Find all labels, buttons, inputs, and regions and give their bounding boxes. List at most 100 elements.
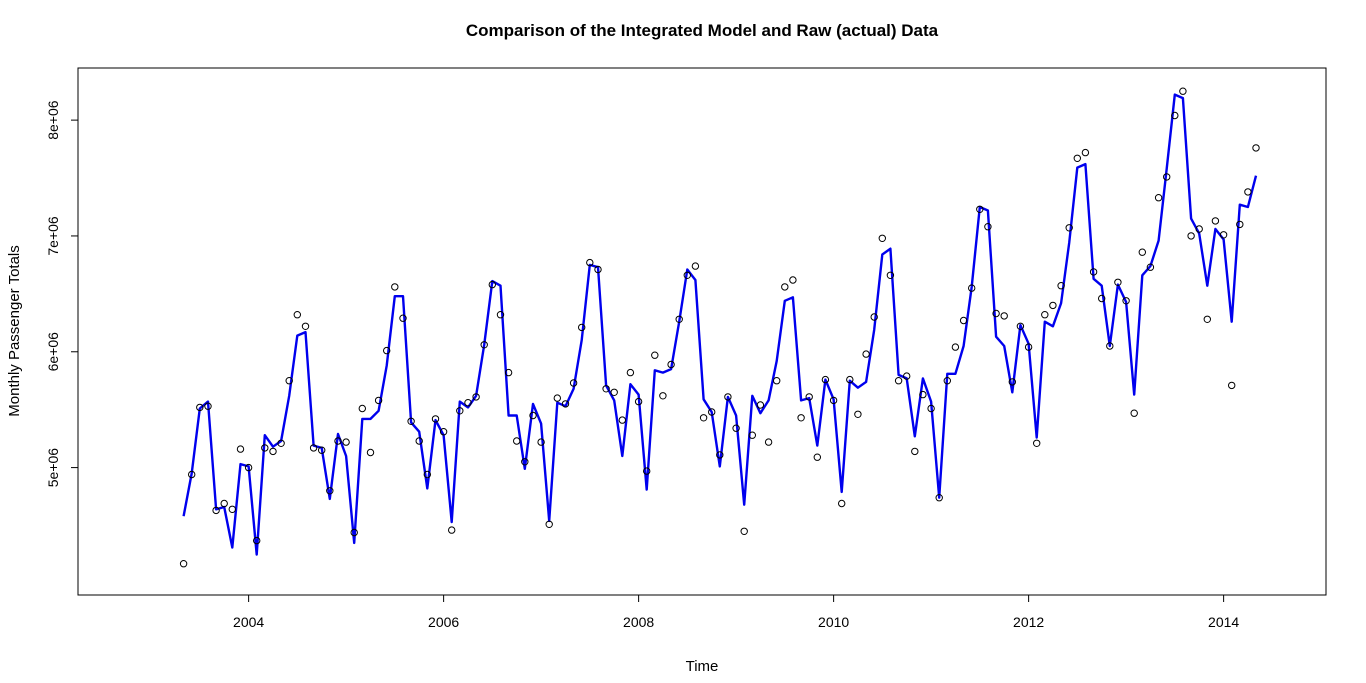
- actual-data-point: [334, 437, 342, 445]
- actual-data-point: [894, 377, 903, 385]
- actual-data-point: [724, 393, 732, 401]
- actual-data-point: [708, 408, 716, 416]
- actual-data-point: [569, 379, 578, 387]
- actual-data-point: [838, 499, 846, 508]
- actual-data-point: [1122, 297, 1130, 305]
- actual-points-series: [179, 87, 1260, 568]
- actual-data-point: [732, 424, 740, 432]
- actual-data-point: [1146, 263, 1155, 271]
- actual-data-point: [870, 313, 878, 321]
- x-tick-label: 2006: [428, 614, 459, 630]
- actual-data-point: [691, 262, 700, 270]
- actual-data-point: [561, 400, 570, 408]
- actual-data-point: [1203, 315, 1212, 323]
- actual-data-point: [829, 396, 838, 405]
- actual-data-point: [1171, 111, 1179, 120]
- actual-data-point: [179, 560, 188, 568]
- actual-data-point: [716, 451, 724, 459]
- actual-data-point: [586, 258, 594, 267]
- actual-data-point: [683, 271, 691, 279]
- actual-data-point: [188, 470, 196, 479]
- actual-data-point: [204, 402, 212, 410]
- actual-data-point: [1236, 220, 1244, 229]
- actual-data-point: [699, 414, 708, 422]
- actual-data-point: [513, 437, 521, 445]
- actual-data-point: [821, 375, 830, 384]
- actual-data-point: [488, 280, 496, 289]
- x-tick-label: 2014: [1208, 614, 1239, 630]
- actual-data-point: [464, 399, 472, 407]
- actual-data-point: [634, 397, 643, 406]
- actual-data-point: [212, 506, 220, 515]
- actual-data-point: [1195, 225, 1203, 233]
- actual-data-point: [1024, 343, 1033, 351]
- actual-data-point: [342, 438, 350, 446]
- actual-data-point: [439, 428, 448, 436]
- y-axis: 5e+06 6e+06 7e+06 8e+06: [45, 100, 78, 487]
- actual-data-point: [1057, 282, 1065, 290]
- actual-data-point: [1106, 342, 1114, 350]
- actual-data-point: [448, 526, 456, 534]
- actual-data-point: [618, 416, 626, 424]
- x-axis-label: Time: [686, 658, 719, 675]
- actual-data-point: [935, 494, 943, 502]
- actual-data-point: [1211, 217, 1220, 225]
- actual-data-point: [1228, 381, 1236, 390]
- actual-data-point: [285, 377, 293, 385]
- actual-data-point: [1130, 409, 1138, 417]
- actual-data-point: [553, 394, 561, 402]
- x-axis: 2004 2006 2008 2010 2012 2014: [233, 595, 1239, 630]
- actual-data-point: [659, 392, 667, 400]
- actual-data-point: [253, 536, 261, 545]
- actual-data-point: [1065, 224, 1073, 232]
- actual-data-point: [675, 315, 683, 323]
- y-tick-label: 8e+06: [45, 100, 61, 140]
- actual-data-point: [578, 323, 586, 332]
- x-tick-label: 2004: [233, 614, 264, 630]
- actual-data-point: [309, 444, 318, 452]
- plot-frame: [77, 67, 1327, 596]
- actual-data-point: [1033, 439, 1041, 447]
- actual-data-point: [951, 343, 960, 351]
- actual-data-point: [261, 444, 269, 452]
- actual-data-point: [504, 368, 513, 377]
- actual-data-point: [1089, 268, 1098, 276]
- actual-data-point: [740, 527, 748, 535]
- actual-data-point: [1049, 301, 1057, 310]
- actual-data-point: [1219, 231, 1228, 239]
- actual-data-point: [1179, 87, 1187, 95]
- actual-data-point: [959, 316, 968, 325]
- actual-data-point: [903, 372, 911, 380]
- actual-data-point: [236, 445, 245, 453]
- actual-data-point: [1041, 311, 1049, 319]
- actual-data-point: [220, 499, 228, 508]
- actual-data-point: [1098, 294, 1106, 303]
- actual-data-point: [1073, 154, 1082, 163]
- actual-data-point: [383, 346, 391, 355]
- actual-data-point: [293, 311, 301, 319]
- actual-data-point: [878, 234, 886, 243]
- actual-data-point: [984, 223, 992, 231]
- actual-data-point: [797, 414, 805, 422]
- actual-data-point: [911, 447, 919, 456]
- chart-title: Comparison of the Integrated Model and R…: [466, 21, 939, 40]
- actual-data-point: [594, 265, 602, 274]
- actual-data-point: [1000, 312, 1008, 320]
- actual-data-point: [1138, 248, 1147, 256]
- actual-data-point: [773, 377, 781, 385]
- actual-data-point: [813, 453, 821, 461]
- actual-data-point: [391, 283, 399, 291]
- x-tick-label: 2012: [1013, 614, 1044, 630]
- actual-data-point: [968, 284, 976, 292]
- actual-data-point: [764, 438, 773, 446]
- actual-data-point: [1252, 144, 1260, 152]
- x-tick-label: 2010: [818, 614, 849, 630]
- actual-data-point: [196, 403, 204, 412]
- x-tick-label: 2008: [623, 614, 654, 630]
- y-tick-label: 5e+06: [45, 448, 61, 488]
- model-line: [182, 93, 1258, 556]
- actual-data-point: [431, 415, 440, 423]
- actual-data-point: [626, 368, 635, 377]
- actual-data-point: [781, 283, 789, 291]
